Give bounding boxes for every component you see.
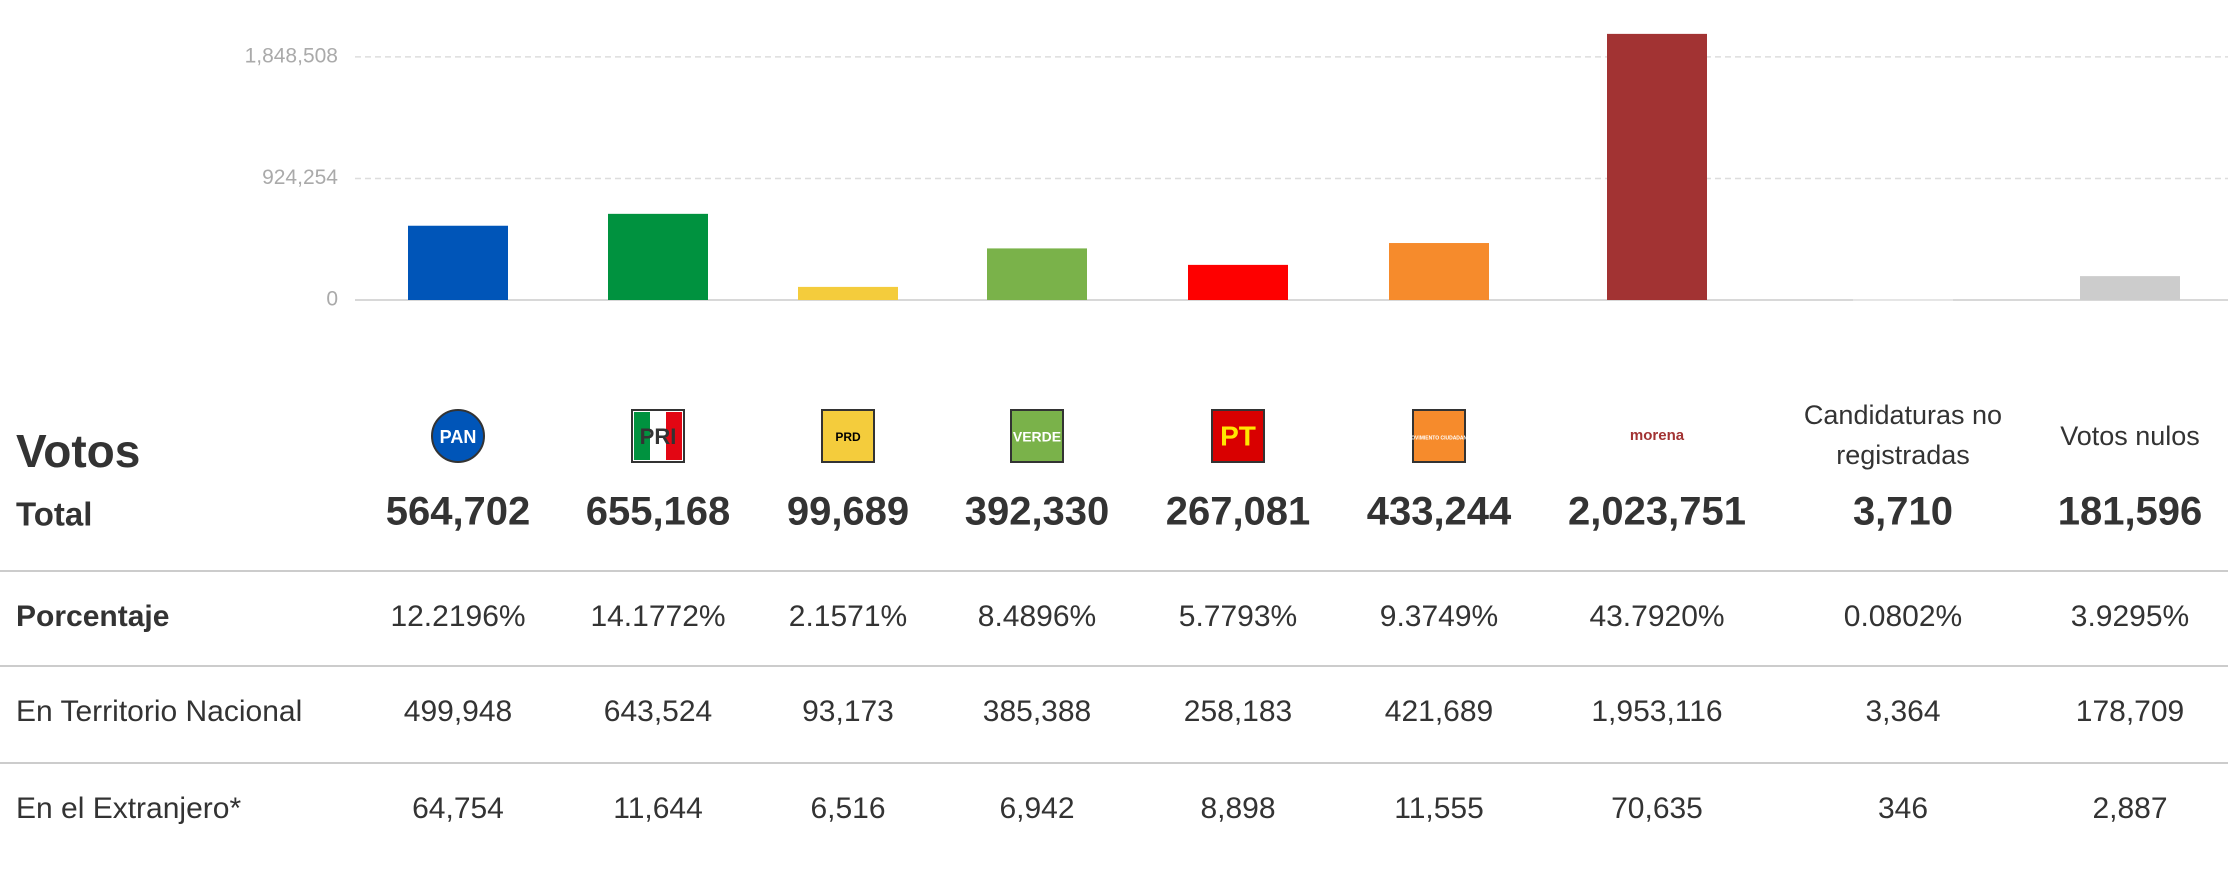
row-label: En el Extranjero* (16, 792, 241, 825)
cell: 70,635 (1611, 792, 1703, 825)
cell: 3,364 (1865, 695, 1940, 728)
row-label: En Territorio Nacional (16, 695, 302, 728)
column-header: Candidaturas no registradas (1803, 400, 2003, 470)
cell: 499,948 (404, 695, 512, 728)
column-header: Votos nulos (2060, 421, 2200, 451)
bar (408, 225, 508, 300)
party-logo-text: VERDE (1013, 429, 1061, 445)
logo-stripe (634, 412, 650, 460)
party-logo-text: PT (1220, 420, 1256, 451)
cell: 421,689 (1385, 695, 1493, 728)
cell: 3.9295% (2071, 600, 2189, 633)
cell: 8,898 (1200, 792, 1275, 825)
bar (987, 248, 1087, 300)
cell: 43.7920% (1589, 600, 1724, 633)
cell: 93,173 (802, 695, 894, 728)
cell: 6,516 (810, 792, 885, 825)
cell: 64,754 (412, 792, 504, 825)
cell: 12.2196% (390, 600, 525, 633)
bar (798, 286, 898, 300)
column-header: Candidaturas no registradas (1803, 400, 2003, 470)
bar (1188, 264, 1288, 300)
total-value: 99,689 (787, 490, 909, 534)
cell: 0.0802% (1844, 600, 1962, 633)
y-tick-label: 1,848,508 (245, 44, 338, 67)
cell: 5.7793% (1179, 600, 1297, 633)
cell: 385,388 (983, 695, 1091, 728)
column-header: Votos nulos (2060, 421, 2200, 451)
logo-stripe (666, 412, 682, 460)
party-logo-text: PRD (835, 430, 861, 444)
total-value: 433,244 (1367, 490, 1512, 534)
total-value: 3,710 (1853, 490, 1953, 534)
bar (1607, 33, 1707, 301)
party-logo (1010, 409, 1064, 463)
cell: 1,953,116 (1591, 695, 1722, 728)
total-value: 655,168 (586, 490, 731, 534)
table-title: Votos (16, 425, 140, 477)
cell: 9.3749% (1380, 600, 1498, 633)
cell: 258,183 (1184, 695, 1292, 728)
total-value: 267,081 (1166, 490, 1311, 534)
cell: 2.1571% (789, 600, 907, 633)
cell: 643,524 (604, 695, 712, 728)
party-logo-text: PAN (440, 427, 477, 447)
bar (2080, 276, 2180, 300)
party-logo-text: PRI (640, 424, 677, 449)
bar (608, 213, 708, 300)
party-logo-text: MOVIMIENTO CIUDADANO (1407, 435, 1471, 441)
party-logo (821, 409, 875, 463)
cell: 346 (1878, 792, 1928, 825)
cell: 6,942 (999, 792, 1074, 825)
party-logo (431, 409, 485, 463)
cell: 8.4896% (978, 600, 1096, 633)
total-value: 564,702 (386, 490, 531, 534)
party-logo (1211, 409, 1265, 463)
row-label: Porcentaje (16, 600, 169, 633)
bar (1853, 299, 1953, 301)
y-tick-label: 924,254 (262, 166, 338, 189)
total-value: 392,330 (965, 490, 1110, 534)
party-logo (1412, 409, 1466, 463)
cell: 11,555 (1394, 792, 1484, 825)
cell: 2,887 (2092, 792, 2167, 825)
cell: 178,709 (2076, 695, 2184, 728)
cell: 14.1772% (590, 600, 725, 633)
party-logo-text: morena (1630, 427, 1685, 444)
total-label: Total (16, 496, 92, 533)
y-tick-label: 0 (326, 288, 338, 311)
cell: 11,644 (613, 792, 703, 825)
total-value: 181,596 (2058, 490, 2203, 534)
bar (1389, 243, 1489, 300)
total-value: 2,023,751 (1568, 490, 1746, 534)
